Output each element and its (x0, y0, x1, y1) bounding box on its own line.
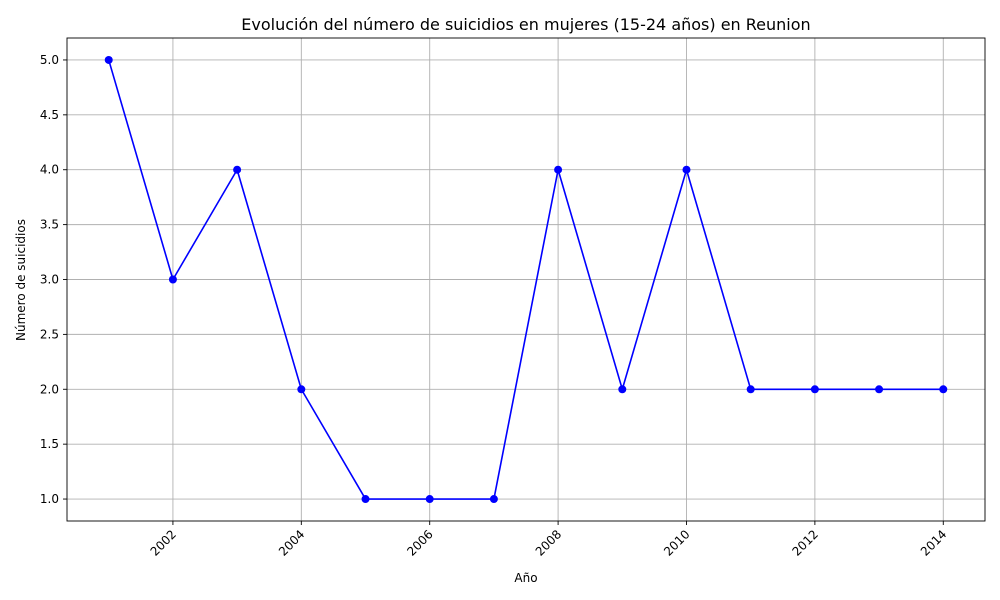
y-tick-label: 4.5 (40, 108, 59, 122)
y-tick-label: 1.0 (40, 492, 59, 506)
x-tick-label: 2004 (276, 527, 307, 558)
y-axis-label: Número de suicidios (14, 219, 28, 341)
chart-title: Evolución del número de suicidios en muj… (241, 15, 810, 34)
y-tick-label: 2.5 (40, 327, 59, 341)
data-point (489, 495, 498, 504)
series-line (107, 59, 944, 500)
x-tick-label: 2002 (148, 527, 179, 558)
y-tick-label: 3.0 (40, 273, 59, 287)
x-tick-label: 2012 (790, 527, 821, 558)
axes: 2002 2004 2006 2008 2010 2012 2014 1.0 1.5 2.0 2.5… (40, 37, 986, 559)
y-tick-label: 2.0 (40, 382, 59, 396)
x-tick-label: 2008 (533, 527, 564, 558)
data-point (233, 165, 242, 174)
grid (67, 38, 985, 521)
x-tick-label: 2010 (661, 527, 692, 558)
plot-frame (66, 37, 986, 522)
data-point (297, 385, 306, 394)
series-layer (104, 55, 948, 504)
data-point (425, 495, 434, 504)
y-tick-label: 4.0 (40, 163, 59, 177)
data-point (554, 165, 563, 174)
data-point (168, 275, 177, 284)
data-point (104, 55, 113, 64)
x-tick-label: 2014 (918, 527, 949, 558)
y-tick-label: 3.5 (40, 218, 59, 232)
data-point (875, 385, 884, 394)
data-point (361, 495, 370, 504)
data-point (810, 385, 819, 394)
data-point (618, 385, 627, 394)
y-tick-label: 5.0 (40, 53, 59, 67)
data-point (939, 385, 948, 394)
data-point (682, 165, 691, 174)
data-point (746, 385, 755, 394)
x-tick-label: 2006 (404, 527, 435, 558)
y-tick-label: 1.5 (40, 437, 59, 451)
x-axis-label: Año (514, 571, 537, 585)
